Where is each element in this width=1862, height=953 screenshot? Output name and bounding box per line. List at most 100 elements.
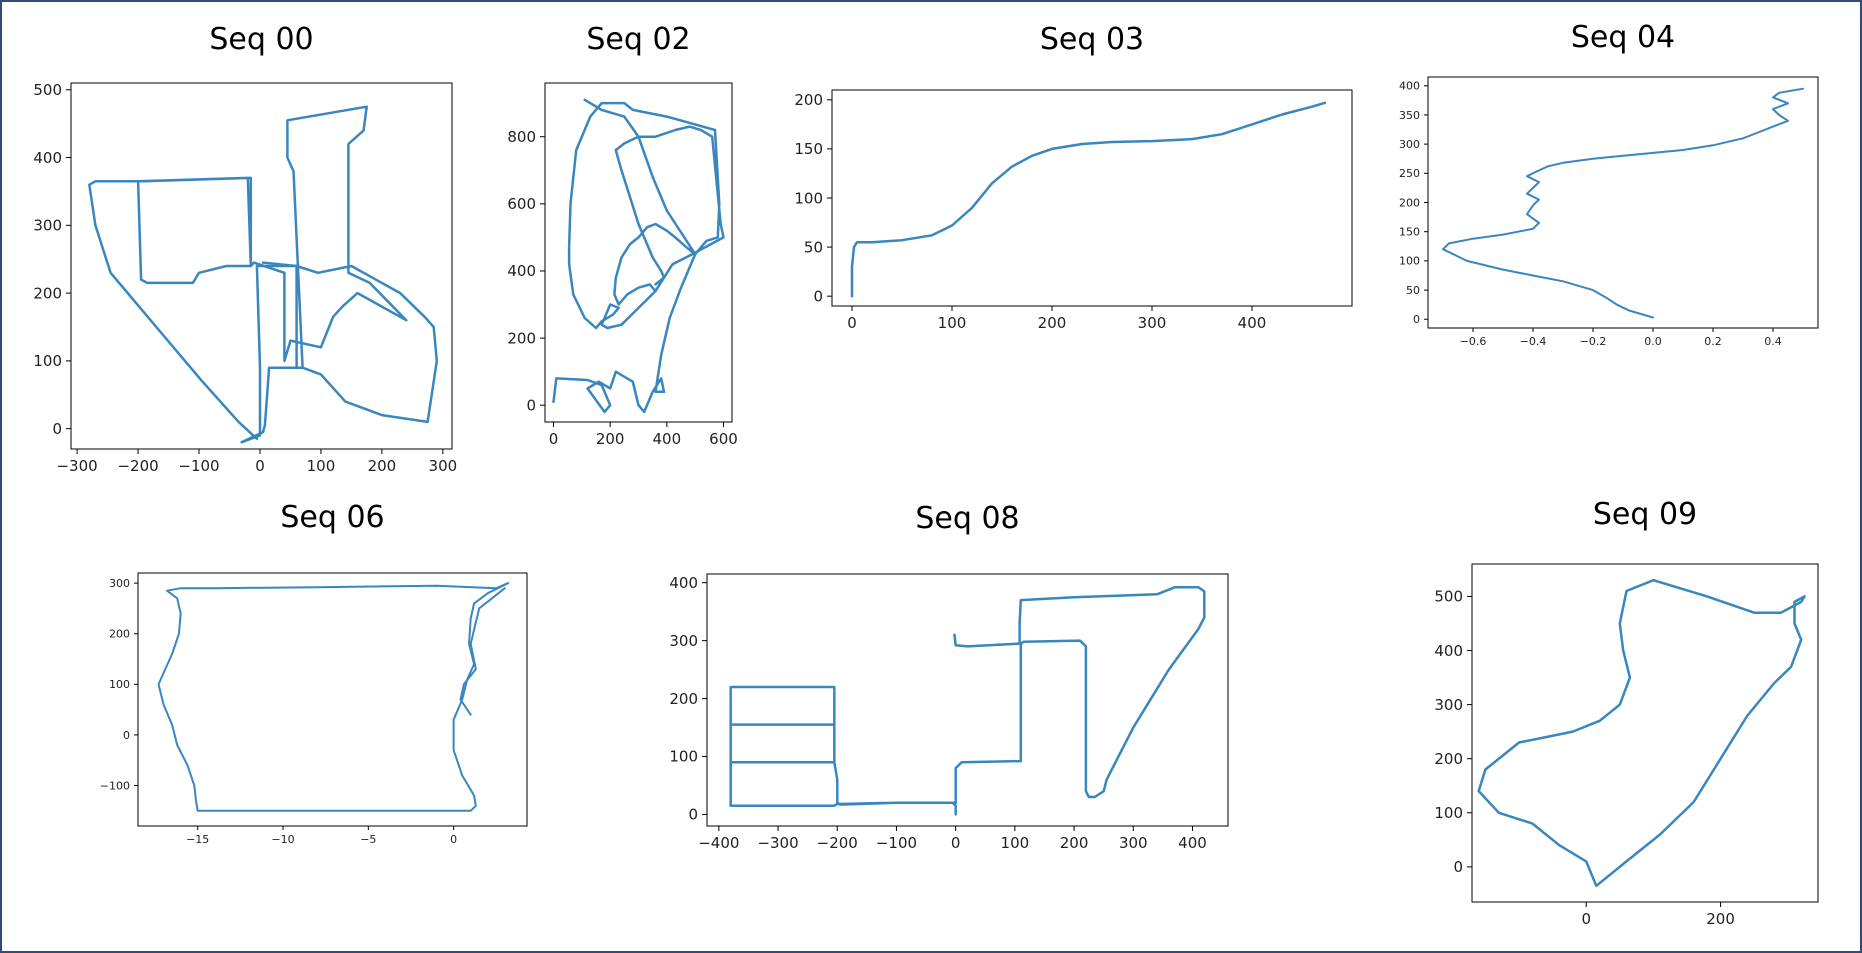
y-tick-label: 100 — [794, 189, 823, 207]
x-tick-label: −0.4 — [1520, 335, 1547, 348]
chart-title: Seq 04 — [1571, 20, 1675, 55]
axes-frame — [544, 82, 733, 423]
x-tick-label: −10 — [271, 833, 294, 846]
x-tick-label: −100 — [876, 834, 917, 852]
y-tick-label: 300 — [1399, 138, 1420, 151]
trajectory-line — [953, 586, 1206, 805]
x-tick-label: 0 — [1581, 910, 1591, 928]
axes-frame — [137, 572, 528, 827]
x-tick-label: 0 — [549, 430, 559, 448]
y-tick-label: 500 — [1434, 588, 1463, 606]
x-tick-label: 200 — [1060, 834, 1089, 852]
y-tick-label: 0 — [813, 287, 823, 305]
x-tick-label: −300 — [757, 834, 798, 852]
chart-seq03: Seq 03 0 100 200 300 400 0 50 100 150 200 — [794, 22, 1353, 332]
trajectory-line — [157, 582, 510, 812]
y-tick-label: 300 — [33, 217, 62, 235]
y-tick-label: 150 — [794, 140, 823, 158]
y-tick-label: 200 — [669, 690, 698, 708]
y-tick-label: 400 — [669, 574, 698, 592]
x-tick-label: 0.2 — [1704, 335, 1722, 348]
x-tick-label: −5 — [360, 833, 376, 846]
x-tick-label: 0.0 — [1644, 335, 1662, 348]
chart-title: Seq 02 — [586, 22, 690, 57]
trajectory-line — [240, 105, 408, 444]
y-tick-label: 200 — [109, 628, 130, 641]
x-tick-label: 200 — [1038, 314, 1067, 332]
x-tick-label: 100 — [307, 457, 336, 475]
y-tick-label: 0 — [1413, 313, 1420, 326]
x-tick-label: −15 — [186, 833, 209, 846]
y-tick-label: 150 — [1399, 226, 1420, 239]
y-tick-label: 300 — [669, 632, 698, 650]
x-tick-label: 600 — [709, 430, 738, 448]
y-tick-label: 0 — [688, 806, 698, 824]
x-tick-label: 400 — [1238, 314, 1267, 332]
x-tick-label: 300 — [429, 457, 458, 475]
y-tick-label: 500 — [33, 81, 62, 99]
chart-title: Seq 00 — [209, 22, 313, 57]
y-tick-label: 800 — [507, 128, 536, 146]
x-tick-label: −0.6 — [1460, 335, 1487, 348]
x-tick-label: 0 — [847, 314, 857, 332]
x-tick-label: 200 — [368, 457, 397, 475]
y-tick-label: 200 — [1434, 750, 1463, 768]
axes-frame — [70, 82, 453, 450]
y-tick-label: 50 — [1406, 284, 1420, 297]
x-tick-label: −300 — [56, 457, 97, 475]
x-tick-label: 0 — [255, 457, 265, 475]
y-tick-label: 100 — [109, 678, 130, 691]
y-tick-label: 300 — [109, 577, 130, 590]
y-tick-label: 350 — [1399, 109, 1420, 122]
x-tick-label: 0 — [951, 834, 961, 852]
trajectory-line — [459, 587, 506, 716]
y-tick-label: 400 — [33, 149, 62, 167]
y-tick-label: −100 — [100, 779, 130, 792]
y-tick-label: 200 — [33, 284, 62, 302]
chart-seq00: Seq 00 −300 −200 −100 0 100 200 300 0 100 200 300 40… — [33, 22, 457, 475]
y-tick-label: 200 — [1399, 196, 1420, 209]
y-tick-label: 600 — [507, 195, 536, 213]
y-tick-label: 100 — [33, 352, 62, 370]
y-tick-label: 300 — [1434, 696, 1463, 714]
chart-seq06: Seq 06 −15 −10 −5 0 −100 0 100 200 300 — [100, 500, 528, 846]
x-tick-label: −400 — [698, 834, 739, 852]
axes-frame — [1471, 563, 1819, 903]
y-tick-label: 0 — [52, 420, 62, 438]
y-tick-label: 100 — [1434, 804, 1463, 822]
x-tick-label: −100 — [178, 457, 219, 475]
x-tick-label: 0.4 — [1764, 335, 1782, 348]
axes-frame — [831, 89, 1353, 307]
y-tick-label: 400 — [1434, 642, 1463, 660]
x-tick-label: −0.2 — [1580, 335, 1607, 348]
chart-title: Seq 09 — [1593, 497, 1697, 532]
chart-title: Seq 08 — [915, 501, 1019, 536]
trajectory-line — [729, 685, 957, 816]
x-tick-label: 200 — [1706, 910, 1735, 928]
y-tick-label: 0 — [1453, 858, 1463, 876]
x-tick-label: 300 — [1119, 834, 1148, 852]
x-tick-label: −200 — [817, 834, 858, 852]
chart-seq02: Seq 02 0 200 400 600 0 200 400 600 800 — [507, 22, 738, 448]
y-tick-label: 0 — [123, 729, 130, 742]
y-tick-label: 100 — [669, 748, 698, 766]
x-tick-label: −200 — [117, 457, 158, 475]
trajectory-line — [1477, 578, 1806, 888]
y-tick-label: 250 — [1399, 167, 1420, 180]
axes-frame — [706, 573, 1229, 827]
y-tick-label: 0 — [526, 396, 536, 414]
y-tick-label: 200 — [507, 329, 536, 347]
x-tick-label: 300 — [1138, 314, 1167, 332]
trajectory-line — [88, 176, 286, 441]
axes-frame — [1427, 76, 1819, 329]
y-tick-label: 400 — [507, 262, 536, 280]
trajectory-line — [552, 101, 725, 414]
chart-title: Seq 06 — [280, 500, 384, 535]
trajectory-line — [240, 261, 439, 444]
trajectory-line — [614, 148, 666, 286]
x-tick-label: 400 — [653, 430, 682, 448]
chart-seq04: Seq 04 −0.6 −0.4 −0.2 0.0 0.2 0.4 0 50 100 150 200 2… — [1399, 20, 1819, 348]
chart-seq09: Seq 09 0 200 0 100 200 300 400 500 — [1434, 497, 1819, 928]
x-tick-label: 400 — [1178, 834, 1207, 852]
x-tick-label: 0 — [450, 833, 457, 846]
